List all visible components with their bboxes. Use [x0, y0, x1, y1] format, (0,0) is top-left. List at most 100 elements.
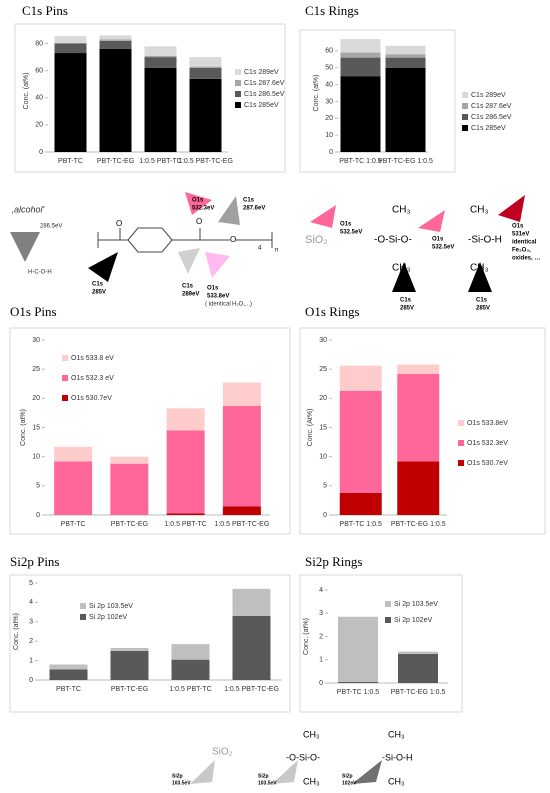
legend-label: C1s 287.6eV	[244, 80, 285, 87]
y-tick-label: 15	[319, 424, 327, 431]
markers	[10, 192, 525, 784]
structure-label: Si2p	[342, 773, 353, 779]
legend-label: O1s 530.7eV	[467, 460, 508, 467]
legend-swatch	[62, 355, 68, 361]
y-tick-label: 25	[319, 366, 327, 373]
bar-segment	[166, 430, 205, 514]
structure-label: CH₃	[303, 729, 320, 739]
x-tick-label: 1:0.5 PBT-TC	[169, 686, 211, 693]
y-tick-label: 80	[35, 40, 43, 47]
structure-label: O1s	[192, 198, 204, 204]
y-axis-label: Conc. (at%)	[303, 618, 310, 655]
x-tick-label: PBT-TC-EG 1:0.5	[391, 521, 446, 528]
x-tick-label: PBT-TC-EG	[97, 158, 134, 165]
y-tick-label: 0	[319, 680, 323, 687]
bar-segment	[99, 39, 132, 41]
structure-label: CH₃	[388, 776, 405, 786]
structure-label: 532.5eV	[340, 230, 362, 236]
bar-segment	[385, 45, 426, 55]
structure-label: H₂O,...)	[232, 302, 252, 308]
x-tick-label: PBT-TC-EG 1:0.5	[378, 158, 433, 165]
bar-segment	[340, 57, 381, 77]
bar-segment	[166, 408, 205, 431]
structure-label: 285V	[400, 306, 414, 312]
legend-label: C1s 287.6eV	[471, 103, 512, 110]
y-tick-label: 3	[319, 610, 323, 617]
y-tick-label: 4	[319, 587, 323, 594]
structure-label: C1s	[182, 284, 194, 290]
structure-label: 103.5eV	[172, 780, 191, 786]
benzene-ring	[127, 227, 173, 253]
structure-label: C1s	[243, 198, 255, 204]
structure-label: n	[275, 248, 278, 254]
triangle-marker	[185, 192, 212, 215]
y-tick-label: 20	[319, 395, 327, 402]
legend-label: C1s 285eV	[244, 102, 279, 109]
bar-segment	[338, 681, 378, 683]
bar-segment	[222, 382, 261, 406]
legend-label: C1s 289eV	[471, 92, 506, 99]
chart-frame	[299, 327, 546, 535]
y-tick-label: 60	[325, 48, 333, 55]
triangle-marker	[498, 195, 525, 222]
bar-segment	[54, 461, 93, 515]
structure-label: oxides, …	[512, 256, 540, 262]
legend-swatch	[80, 603, 86, 609]
chart-title: O1s Rings	[305, 304, 360, 319]
structure-label: C1s	[476, 298, 488, 304]
bar-segment	[189, 78, 222, 152]
bond	[97, 228, 273, 248]
chart-frame	[9, 574, 291, 713]
structure-label: CH₃	[392, 205, 411, 216]
y-tick-label: 5	[36, 483, 40, 490]
y-axis-label: Conc. (at%)	[313, 75, 320, 112]
legend-label: Si 2p 102eV	[89, 614, 127, 621]
y-tick-label: 0	[39, 149, 43, 156]
structure-label: O1s	[340, 222, 352, 228]
triangle-marker	[178, 248, 200, 274]
bar-segment	[339, 390, 382, 493]
legend-swatch	[235, 91, 241, 97]
bar-segment	[232, 615, 271, 680]
structure-label: SiO₂	[305, 234, 328, 246]
bar-segment	[222, 405, 261, 507]
y-tick-label: 1	[319, 657, 323, 664]
bar-segment	[99, 48, 132, 152]
structure-label: SiO₂	[212, 747, 233, 758]
bar-segment	[144, 57, 177, 68]
bar-segment	[144, 46, 177, 56]
bar-segment	[340, 76, 381, 152]
triangle-marker	[418, 210, 445, 232]
chart-frame	[299, 574, 463, 713]
chart-title: Si2p Pins	[10, 554, 60, 569]
x-tick-label: PBT-TC 1:0.5	[337, 689, 380, 696]
y-tick-label: 10	[325, 132, 333, 139]
y-tick-label: 0	[36, 512, 40, 519]
x-tick-label: PBT-TC	[56, 686, 81, 693]
legend-swatch	[458, 460, 464, 466]
y-tick-label: 0	[29, 677, 33, 684]
bar-segment	[144, 55, 177, 58]
bar-segment	[54, 43, 87, 54]
chart-frame	[299, 29, 456, 173]
structure-label: O	[230, 235, 236, 244]
structure-label: -Si-O-H	[382, 752, 413, 762]
structure-label: ‚alcohol'	[11, 204, 45, 214]
bar-segment	[385, 57, 426, 68]
triangle-marker	[88, 252, 118, 282]
bar-segment	[99, 40, 132, 49]
y-tick-label: 5	[29, 580, 33, 587]
chart-frame	[9, 327, 291, 535]
y-tick-label: 20	[32, 395, 40, 402]
y-tick-label: 60	[35, 68, 43, 75]
legend-swatch	[462, 92, 468, 98]
structure-label: O	[196, 217, 202, 226]
y-tick-label: 10	[32, 454, 40, 461]
structure-label: 531eV	[512, 232, 529, 238]
structure-label: CH₃	[470, 263, 489, 274]
triangle-marker	[218, 196, 240, 225]
legend-swatch	[458, 440, 464, 446]
bar-segment	[99, 35, 132, 40]
y-tick-label: 5	[323, 483, 327, 490]
bar-segment	[189, 57, 222, 67]
